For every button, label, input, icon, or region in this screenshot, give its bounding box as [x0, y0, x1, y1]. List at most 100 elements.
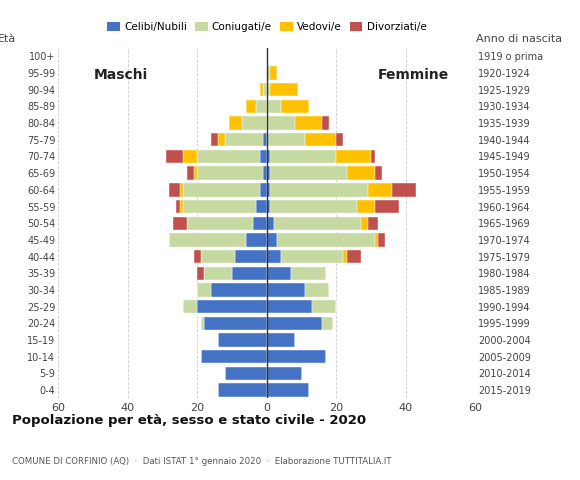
- Bar: [267, 283, 305, 297]
- Bar: [218, 384, 267, 397]
- Bar: [336, 150, 371, 163]
- Bar: [169, 233, 246, 247]
- Bar: [267, 150, 270, 163]
- Bar: [267, 317, 322, 330]
- Bar: [267, 367, 302, 380]
- Bar: [211, 283, 267, 297]
- Bar: [291, 266, 326, 280]
- Bar: [347, 250, 361, 263]
- Bar: [180, 200, 183, 213]
- Bar: [197, 150, 260, 163]
- Bar: [375, 233, 378, 247]
- Bar: [225, 133, 263, 146]
- Bar: [232, 266, 267, 280]
- Bar: [197, 283, 211, 297]
- Bar: [375, 167, 382, 180]
- Bar: [183, 150, 197, 163]
- Text: Popolazione per età, sesso e stato civile - 2020: Popolazione per età, sesso e stato civil…: [12, 414, 366, 427]
- Bar: [267, 216, 274, 230]
- Bar: [260, 83, 263, 96]
- Bar: [270, 183, 368, 196]
- Bar: [197, 300, 267, 313]
- Bar: [267, 133, 305, 146]
- Legend: Celibi/Nubili, Coniugati/e, Vedovi/e, Divorziati/e: Celibi/Nubili, Coniugati/e, Vedovi/e, Di…: [103, 18, 430, 36]
- Bar: [211, 133, 218, 146]
- Bar: [225, 367, 267, 380]
- Bar: [263, 83, 267, 96]
- Bar: [187, 167, 194, 180]
- Bar: [218, 333, 267, 347]
- Text: Maschi: Maschi: [93, 68, 148, 82]
- Bar: [246, 100, 256, 113]
- Bar: [242, 117, 267, 130]
- Bar: [253, 216, 267, 230]
- Bar: [274, 216, 361, 230]
- Bar: [201, 250, 235, 263]
- Text: Età: Età: [0, 35, 16, 45]
- Bar: [263, 133, 267, 146]
- Bar: [267, 183, 270, 196]
- Bar: [392, 183, 416, 196]
- Bar: [267, 384, 309, 397]
- Bar: [336, 133, 343, 146]
- Bar: [201, 350, 267, 363]
- Bar: [197, 266, 204, 280]
- Bar: [218, 133, 225, 146]
- Bar: [263, 167, 267, 180]
- Bar: [267, 66, 270, 80]
- Bar: [343, 250, 347, 263]
- Bar: [267, 300, 312, 313]
- Bar: [270, 200, 357, 213]
- Bar: [267, 250, 281, 263]
- Bar: [256, 100, 267, 113]
- Bar: [183, 183, 260, 196]
- Bar: [201, 317, 204, 330]
- Bar: [270, 66, 277, 80]
- Bar: [322, 117, 329, 130]
- Bar: [270, 83, 298, 96]
- Bar: [347, 167, 375, 180]
- Bar: [322, 317, 333, 330]
- Bar: [260, 150, 267, 163]
- Text: Femmine: Femmine: [378, 68, 448, 82]
- Bar: [267, 266, 291, 280]
- Bar: [305, 133, 336, 146]
- Bar: [183, 300, 197, 313]
- Bar: [180, 183, 183, 196]
- Bar: [378, 233, 385, 247]
- Bar: [371, 150, 375, 163]
- Bar: [197, 167, 263, 180]
- Bar: [194, 167, 197, 180]
- Bar: [361, 216, 368, 230]
- Bar: [270, 167, 347, 180]
- Bar: [281, 250, 343, 263]
- Bar: [267, 350, 326, 363]
- Bar: [256, 200, 267, 213]
- Text: COMUNE DI CORFINIO (AQ)  ·  Dati ISTAT 1° gennaio 2020  ·  Elaborazione TUTTITAL: COMUNE DI CORFINIO (AQ) · Dati ISTAT 1° …: [12, 456, 391, 466]
- Bar: [204, 266, 232, 280]
- Bar: [368, 216, 378, 230]
- Bar: [260, 183, 267, 196]
- Bar: [267, 83, 270, 96]
- Bar: [194, 250, 201, 263]
- Bar: [267, 117, 295, 130]
- Text: Anno di nascita: Anno di nascita: [476, 35, 561, 45]
- Bar: [267, 200, 270, 213]
- Bar: [173, 216, 187, 230]
- Bar: [267, 100, 281, 113]
- Bar: [267, 233, 277, 247]
- Bar: [267, 333, 295, 347]
- Bar: [357, 200, 375, 213]
- Bar: [183, 200, 256, 213]
- Bar: [176, 200, 180, 213]
- Bar: [204, 317, 267, 330]
- Bar: [368, 183, 392, 196]
- Bar: [312, 300, 336, 313]
- Bar: [235, 250, 267, 263]
- Bar: [246, 233, 267, 247]
- Bar: [187, 216, 253, 230]
- Bar: [277, 233, 375, 247]
- Bar: [295, 117, 322, 130]
- Bar: [281, 100, 309, 113]
- Bar: [270, 150, 336, 163]
